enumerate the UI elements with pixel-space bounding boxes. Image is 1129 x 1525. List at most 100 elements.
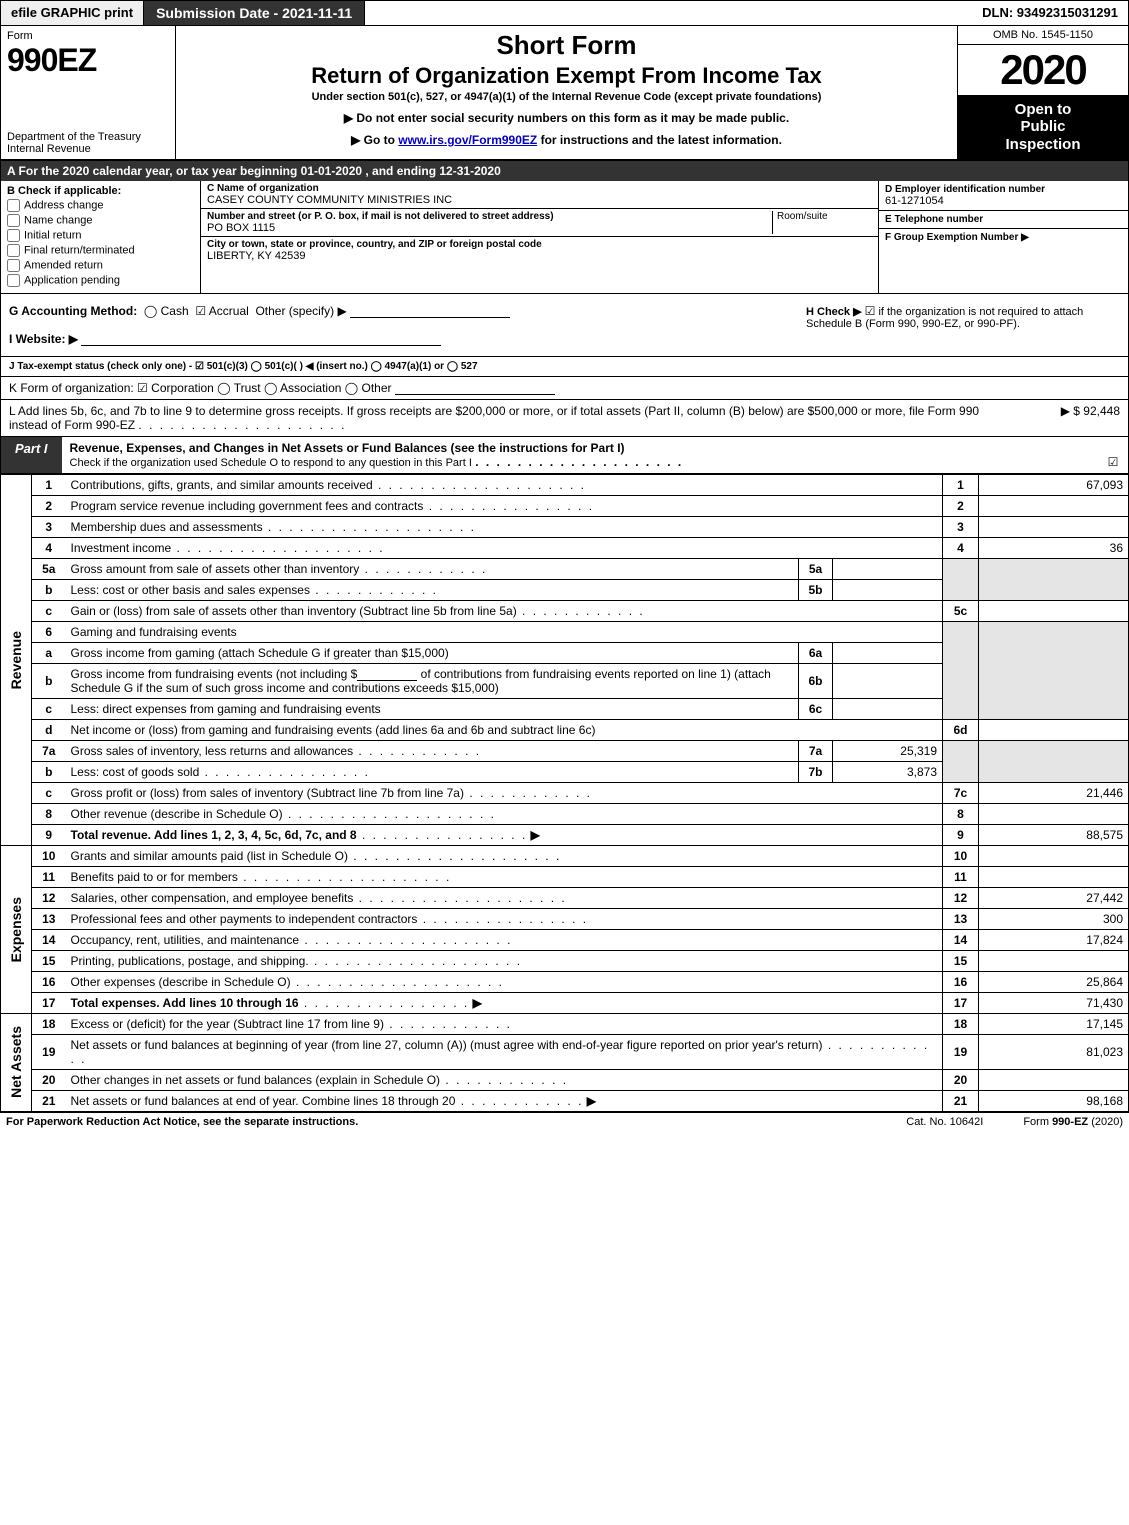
- line-a-calendar-year: A For the 2020 calendar year, or tax yea…: [0, 161, 1129, 181]
- table-row: 6 Gaming and fundraising events: [1, 621, 1129, 642]
- c-name-label: C Name of organization: [207, 183, 872, 194]
- section-c: C Name of organization CASEY COUNTY COMM…: [201, 181, 878, 293]
- amount: 300: [979, 908, 1129, 929]
- table-row: 15 Printing, publications, postage, and …: [1, 950, 1129, 971]
- amount: 71,430: [979, 992, 1129, 1013]
- part1-title: Revenue, Expenses, and Changes in Net As…: [62, 437, 1098, 473]
- right-num: 4: [943, 537, 979, 558]
- sub-num: 6c: [799, 698, 833, 719]
- right-num: 6d: [943, 719, 979, 740]
- chk-final-return[interactable]: Final return/terminated: [7, 244, 194, 257]
- form-version: Form 990-EZ (2020): [1023, 1116, 1123, 1128]
- line-desc: Gaming and fundraising events: [71, 625, 237, 639]
- line-num: c: [32, 782, 66, 803]
- table-row: 3 Membership dues and assessments 3: [1, 516, 1129, 537]
- line-desc: Printing, publications, postage, and shi…: [71, 954, 309, 968]
- table-row: c Gain or (loss) from sale of assets oth…: [1, 600, 1129, 621]
- sub-val: [833, 642, 943, 663]
- amount: [979, 1069, 1129, 1090]
- efile-print-button[interactable]: efile GRAPHIC print: [1, 1, 144, 25]
- line-desc: Total expenses. Add lines 10 through 16: [71, 996, 299, 1010]
- right-num: 12: [943, 887, 979, 908]
- part1-subtitle: Check if the organization used Schedule …: [70, 457, 472, 469]
- part1-table: Revenue 1 Contributions, gifts, grants, …: [0, 474, 1129, 1112]
- line-num: 19: [32, 1034, 66, 1069]
- sub-val: [833, 698, 943, 719]
- addr-label: Number and street (or P. O. box, if mail…: [207, 211, 772, 222]
- website-field[interactable]: [81, 332, 441, 346]
- line-num: b: [32, 663, 66, 698]
- chk-amended-return[interactable]: Amended return: [7, 259, 194, 272]
- amount: 17,145: [979, 1013, 1129, 1034]
- table-row: Net Assets 18 Excess or (deficit) for th…: [1, 1013, 1129, 1034]
- amount: [979, 803, 1129, 824]
- line-desc: Benefits paid to or for members: [71, 870, 238, 884]
- g-other-field[interactable]: [350, 304, 510, 318]
- line-num: 4: [32, 537, 66, 558]
- right-num: 1: [943, 474, 979, 495]
- sub-val: [833, 558, 943, 579]
- dept-line2: Internal Revenue: [7, 143, 169, 155]
- section-e: E Telephone number: [879, 211, 1128, 229]
- line-num: 7a: [32, 740, 66, 761]
- f-label: F Group Exemption Number ▶: [885, 232, 1122, 243]
- org-city: LIBERTY, KY 42539: [207, 250, 872, 262]
- right-num: 5c: [943, 600, 979, 621]
- part1-checkbox[interactable]: ☑: [1098, 437, 1128, 473]
- amount: 88,575: [979, 824, 1129, 845]
- header-right: OMB No. 1545-1150 2020 Open to Public In…: [958, 26, 1128, 159]
- table-row: 19 Net assets or fund balances at beginn…: [1, 1034, 1129, 1069]
- k-other-field[interactable]: [395, 381, 555, 395]
- city-label: City or town, state or province, country…: [207, 239, 872, 250]
- line-num: 20: [32, 1069, 66, 1090]
- line-desc: Less: direct expenses from gaming and fu…: [71, 702, 381, 716]
- sub-num: 5a: [799, 558, 833, 579]
- amount: [979, 845, 1129, 866]
- form-bold: 990-EZ: [1052, 1116, 1088, 1128]
- amount: [979, 719, 1129, 740]
- line-desc: Other expenses (describe in Schedule O): [71, 975, 291, 989]
- line-desc: Investment income: [71, 541, 172, 555]
- chk-application-pending[interactable]: Application pending: [7, 274, 194, 287]
- line-desc: Gross amount from sale of assets other t…: [71, 562, 360, 576]
- chk-label: Name change: [24, 214, 93, 226]
- form-header: Form 990EZ Department of the Treasury In…: [0, 26, 1129, 161]
- chk-name-change[interactable]: Name change: [7, 214, 194, 227]
- line-num: 18: [32, 1013, 66, 1034]
- arrow2-post: for instructions and the latest informat…: [537, 133, 782, 147]
- line-desc: Other revenue (describe in Schedule O): [71, 807, 283, 821]
- h-checkbox[interactable]: ☑: [865, 304, 876, 318]
- section-def: D Employer identification number 61-1271…: [878, 181, 1128, 293]
- line-desc: Net assets or fund balances at beginning…: [71, 1038, 823, 1052]
- sub-val: 3,873: [833, 761, 943, 782]
- line-num: 17: [32, 992, 66, 1013]
- line-desc: Less: cost of goods sold: [71, 765, 200, 779]
- sub-num: 5b: [799, 579, 833, 600]
- amount: 67,093: [979, 474, 1129, 495]
- department-label: Department of the Treasury Internal Reve…: [7, 131, 169, 155]
- contrib-field[interactable]: [357, 667, 417, 681]
- paperwork-notice: For Paperwork Reduction Act Notice, see …: [6, 1116, 866, 1128]
- line-num: 2: [32, 495, 66, 516]
- ein-value: 61-1271054: [885, 195, 1122, 207]
- line-desc: Other changes in net assets or fund bala…: [71, 1073, 441, 1087]
- g-other: Other (specify) ▶: [255, 304, 346, 318]
- line-num: 21: [32, 1090, 66, 1111]
- chk-address-change[interactable]: Address change: [7, 199, 194, 212]
- right-num: 11: [943, 866, 979, 887]
- section-bcdef: B Check if applicable: Address change Na…: [0, 181, 1129, 294]
- irs-link[interactable]: www.irs.gov/Form990EZ: [398, 133, 537, 147]
- right-num: 2: [943, 495, 979, 516]
- org-address: PO BOX 1115: [207, 222, 772, 234]
- e-label: E Telephone number: [885, 214, 1122, 225]
- chk-initial-return[interactable]: Initial return: [7, 229, 194, 242]
- right-num: 8: [943, 803, 979, 824]
- k-text: K Form of organization: ☑ Corporation ◯ …: [9, 381, 392, 395]
- right-num: 7c: [943, 782, 979, 803]
- table-row: 4 Investment income 4 36: [1, 537, 1129, 558]
- table-row: 8 Other revenue (describe in Schedule O)…: [1, 803, 1129, 824]
- top-bar: efile GRAPHIC print Submission Date - 20…: [0, 0, 1129, 26]
- line-num: 10: [32, 845, 66, 866]
- sub-num: 6b: [799, 663, 833, 698]
- chk-label: Application pending: [24, 274, 120, 286]
